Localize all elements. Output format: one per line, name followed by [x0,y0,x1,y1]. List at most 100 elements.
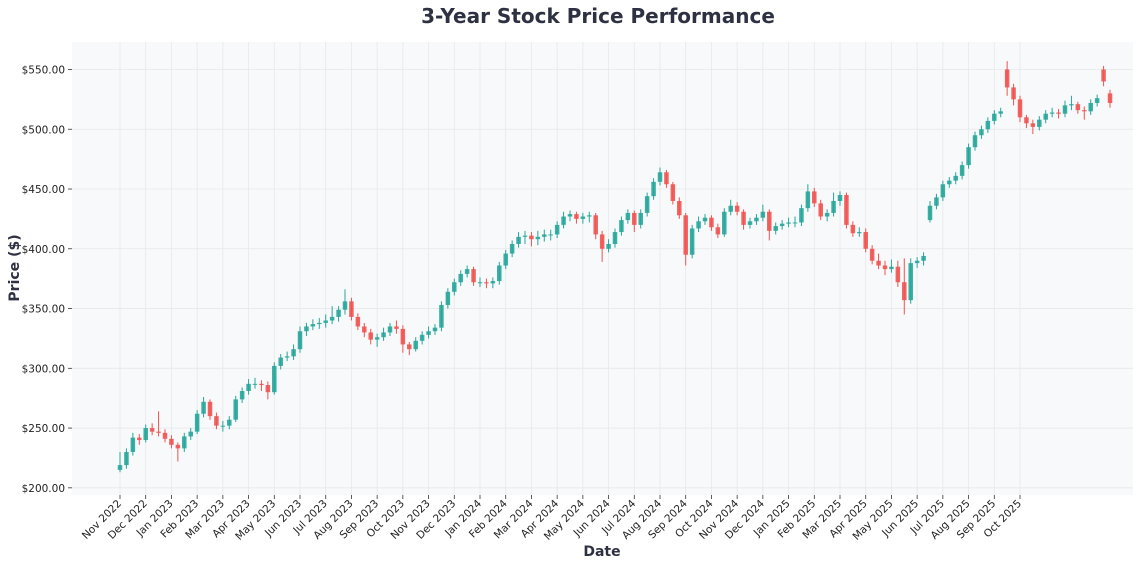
candle [548,229,553,241]
candle [194,410,200,435]
candle [458,270,463,286]
candle [188,428,193,441]
candle-body [381,332,386,338]
candle [902,258,907,315]
candle-body [689,228,695,255]
y-axis: $200.00 $250.00 $300.00 $350.00 $400.00 $450.… [22,64,72,495]
candle-body [992,113,997,121]
candle-body [124,451,129,466]
candle [818,199,823,221]
candle-body [182,436,187,449]
candle-body [599,234,605,249]
candle [214,412,219,430]
candle-body [362,326,367,333]
candle [619,216,624,236]
candle-body [484,282,489,284]
candle [1075,101,1081,114]
candle [895,260,901,288]
candle-body [233,399,238,420]
candle [1011,83,1016,106]
candle [278,353,283,370]
candle [869,245,875,265]
y-tick-label: $500.00 [22,124,65,136]
candle-body [574,214,579,219]
candle-body [625,212,631,221]
candle [516,232,521,248]
candle-body [490,281,496,284]
candle [1062,100,1068,118]
candle [233,395,238,423]
candle-body [773,226,778,231]
candle [947,177,952,188]
y-tick-label: $200.00 [22,483,65,495]
candle-body [818,203,823,217]
candle-body [837,194,843,201]
candle-body [342,301,348,310]
candle [882,260,888,276]
candle-body [304,326,309,332]
candle [394,320,399,334]
candle [767,209,772,241]
candle [445,288,451,309]
candle [1024,114,1029,129]
candle-body [143,428,148,441]
candle-body [1030,123,1036,127]
candle-body [310,324,316,327]
candle-body [1024,117,1029,124]
candle [1049,107,1055,118]
candle-body [554,224,560,235]
candle-body [239,391,245,400]
candle [1107,89,1113,108]
candle-body [786,222,791,224]
grid-lines [72,42,1133,495]
candle-body [214,416,219,426]
candle-body [921,255,926,261]
candle-body [850,224,856,234]
candle [407,342,412,356]
candle [143,424,148,443]
candle [124,448,129,469]
candle-body [869,248,875,261]
candle [419,331,425,345]
candle-body [516,236,521,244]
candle [535,230,541,246]
candle [272,362,277,395]
candle-body [805,191,811,209]
y-tick-label: $250.00 [22,423,65,435]
candle-body [265,385,271,393]
candle [632,210,637,233]
candle-body [419,334,425,341]
candle-body [767,211,772,231]
candle [625,209,631,224]
candle [304,322,309,337]
candle-body [972,135,978,148]
candle [651,178,656,200]
candle-body [895,266,901,283]
candle [387,322,393,337]
candle-body [374,337,380,340]
candle-body [1088,102,1093,112]
y-tick-label: $400.00 [22,244,65,256]
candle [329,306,335,325]
candle-body [1082,110,1087,112]
candle [477,277,483,288]
candle [452,278,457,296]
candle [831,192,836,217]
candle-body [246,383,251,392]
candle [599,230,605,262]
candle [130,432,136,456]
candle [362,322,367,338]
candle-body [432,327,438,332]
candle [117,451,123,473]
candle [908,258,913,304]
candle [677,197,682,219]
candle [728,199,733,216]
candle-body [169,438,174,445]
candle-body [638,212,643,225]
candle [889,259,894,273]
candle [966,143,971,169]
candle-body [1043,113,1048,120]
candle-body [509,243,515,254]
candle [792,216,798,228]
